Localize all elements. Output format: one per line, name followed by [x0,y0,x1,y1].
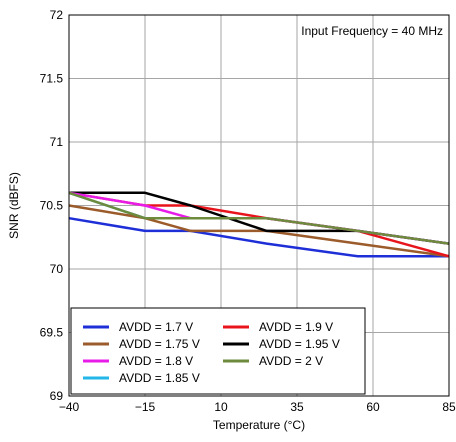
series-line [68,216,449,258]
legend-label: AVDD = 1.7 V [119,320,193,334]
legend-label: AVDD = 1.9 V [259,320,333,334]
series-lines [68,191,450,258]
x-tick-label: 10 [214,400,228,414]
y-tick-label: 72 [50,8,64,22]
legend-label: AVDD = 1.95 V [259,337,340,351]
tick-labels: −40 −15 10 35 60 85 69 69.5 70 70.5 71 71.5 72 [40,8,456,414]
legend-label: AVDD = 2 V [259,354,323,368]
legend: AVDD = 1.7 V AVDD = 1.9 V AVDD = 1.75 V AVD… [70,307,366,395]
y-tick-label: 71.5 [40,72,64,86]
y-tick-label: 70.5 [40,199,64,213]
series-line [68,191,450,245]
plot-frame [68,14,450,397]
y-tick-label: 69 [50,389,64,403]
legend-label: AVDD = 1.85 V [119,371,200,385]
y-tick-label: 69.5 [40,326,64,340]
y-tick-label: 70 [50,262,64,276]
y-tick-label: 71 [50,135,64,149]
chart-annotation: Input Frequency = 40 MHz [301,24,443,38]
x-tick-label: −15 [135,400,156,414]
legend-label: AVDD = 1.75 V [119,337,200,351]
x-tick-label: −40 [59,400,80,414]
x-tick-label: 85 [442,400,456,414]
x-tick-label: 35 [290,400,304,414]
series-line [68,204,450,258]
x-tick-label: 60 [366,400,380,414]
y-axis-label: SNR (dBFS) [7,172,21,239]
x-axis-label: Temperature (°C) [213,418,305,432]
legend-label: AVDD = 1.8 V [119,354,193,368]
legend-box [70,307,366,395]
